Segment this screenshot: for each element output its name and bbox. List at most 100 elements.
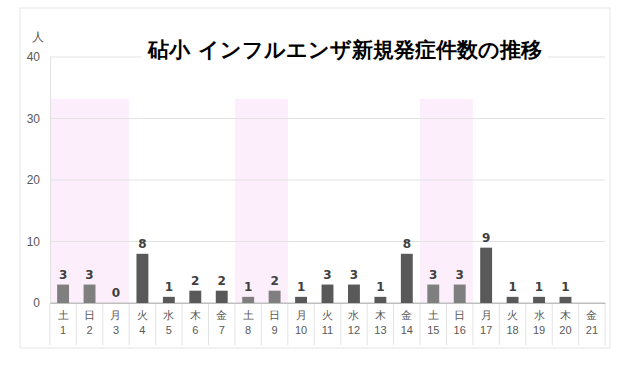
bar (454, 285, 466, 303)
x-tick: 月10 (295, 303, 307, 336)
bar (110, 303, 122, 304)
data-labels: 33081221213318339111 (59, 231, 570, 300)
x-tick: 日2 (84, 303, 95, 336)
cell-divider (208, 303, 209, 345)
title-background (141, 36, 547, 64)
cell-divider (472, 303, 473, 345)
cell-divider (261, 303, 262, 345)
y-tick: 40 (27, 50, 50, 64)
holiday-band (50, 99, 129, 303)
x-axis: 土1日2月3火4水5木6金7土8日9月10火11水12木13金14土15日16月… (51, 303, 606, 336)
x-tick: 金21 (586, 303, 598, 336)
data-label: 3 (350, 268, 358, 282)
cell-divider (102, 303, 103, 345)
grid-line (50, 118, 605, 119)
y-tick-label: 30 (27, 112, 41, 126)
data-label: 3 (59, 268, 67, 282)
cell-divider (155, 303, 156, 345)
y-axis-title: 人 (32, 30, 44, 44)
data-label: 8 (403, 237, 411, 251)
x-tick: 金7 (216, 303, 227, 336)
data-label: 3 (85, 268, 93, 282)
x-tick-label: 月10 (295, 309, 307, 336)
cell-divider (182, 303, 183, 345)
holiday-band (420, 99, 473, 303)
chart-title: 砧小 インフルエンザ新規発症件数の推移 (147, 38, 541, 62)
data-label: 1 (244, 280, 252, 294)
y-axis: 0 10 20 30 40 (27, 50, 51, 310)
y-tick-label: 0 (33, 296, 40, 310)
bar (322, 285, 334, 303)
bar (348, 285, 360, 303)
x-axis-line (51, 303, 606, 304)
x-tick-label: 水5 (163, 309, 174, 336)
bar (163, 297, 175, 303)
data-label: 2 (218, 274, 226, 288)
x-tick: 月17 (480, 303, 492, 336)
bar (427, 285, 439, 303)
x-tick-label: 土1 (58, 309, 69, 336)
x-tick: 木13 (374, 303, 386, 336)
x-tick-label: 火18 (506, 309, 518, 336)
data-label: 1 (561, 280, 569, 294)
x-tick-label: 火4 (137, 309, 148, 336)
bar (84, 285, 96, 303)
cell-divider (49, 303, 50, 345)
x-tick: 金14 (401, 303, 413, 336)
cell-divider (314, 303, 315, 345)
bars (57, 248, 571, 303)
bar (507, 297, 519, 303)
data-label: 8 (138, 237, 146, 251)
data-label: 1 (376, 280, 384, 294)
grid-line (50, 241, 605, 242)
x-tick-label: 金7 (216, 309, 227, 336)
cell-divider (340, 303, 341, 345)
cell-divider (393, 303, 394, 345)
bar (560, 297, 572, 303)
x-tick: 土1 (58, 303, 69, 336)
bar (374, 297, 386, 303)
y-tick: 0 (33, 296, 50, 310)
cell-divider (76, 303, 77, 345)
bar (295, 297, 307, 303)
cell-divider (605, 303, 606, 345)
cell-divider (420, 303, 421, 345)
grid-line (50, 180, 605, 181)
x-tick-label: 木20 (559, 309, 571, 336)
bar (269, 291, 281, 303)
y-axis-line (50, 58, 51, 304)
holiday-band (235, 99, 288, 303)
x-tick-label: 金14 (401, 309, 413, 336)
x-tick: 日9 (269, 303, 280, 336)
data-label: 9 (482, 231, 490, 245)
cell-divider (367, 303, 368, 345)
data-label: 3 (429, 268, 437, 282)
x-tick: 月3 (110, 303, 121, 336)
x-tick-label: 土15 (427, 309, 439, 336)
cell-divider (234, 303, 235, 345)
cell-divider (129, 303, 130, 345)
x-tick: 火11 (322, 303, 333, 336)
data-label: 2 (270, 274, 278, 288)
data-label: 3 (323, 268, 331, 282)
cell-divider (499, 303, 500, 345)
data-label: 3 (456, 268, 464, 282)
x-tick-label: 木6 (190, 309, 201, 336)
x-tick-label: 水19 (533, 309, 545, 336)
x-tick: 火4 (137, 303, 148, 336)
cell-divider (287, 303, 288, 345)
bar (57, 285, 69, 303)
y-tick-label: 40 (27, 50, 41, 64)
chart-frame (20, 8, 610, 348)
y-tick-label: 20 (27, 173, 41, 187)
grid (50, 57, 605, 303)
x-tick-label: 日9 (269, 309, 280, 336)
y-tick-label: 10 (27, 235, 41, 249)
x-tick-label: 木13 (374, 309, 386, 336)
x-tick-label: 水12 (348, 309, 360, 336)
x-tick-label: 日2 (84, 309, 95, 336)
bar (216, 291, 228, 303)
x-tick: 土8 (243, 303, 254, 336)
x-tick: 木6 (190, 303, 201, 336)
x-tick-label: 金21 (586, 309, 598, 336)
